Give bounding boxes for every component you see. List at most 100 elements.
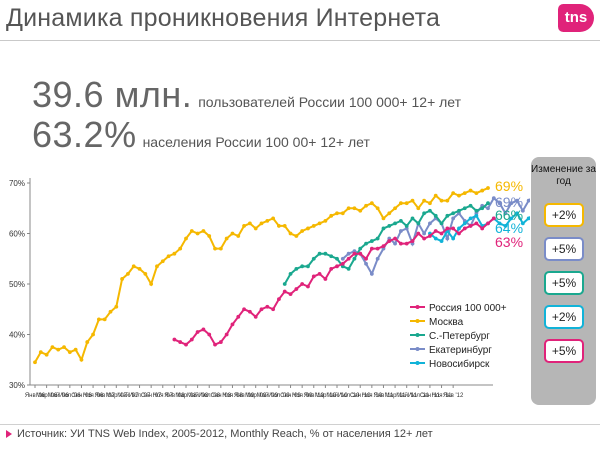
data-point	[439, 231, 444, 236]
data-point	[520, 221, 525, 226]
data-point	[207, 234, 212, 238]
x-tick-label: Ноя '09	[292, 393, 313, 399]
data-point	[422, 231, 427, 236]
y-tick-label: 60%	[9, 230, 25, 239]
data-point	[404, 241, 409, 246]
data-point	[50, 345, 55, 350]
data-point	[515, 198, 519, 203]
data-point	[317, 251, 322, 256]
data-point	[457, 208, 461, 213]
data-point	[486, 201, 490, 206]
data-point	[387, 211, 392, 216]
data-point	[91, 332, 95, 337]
change-badge-ekaterinburg: +5%	[544, 237, 584, 261]
data-point	[428, 201, 432, 206]
data-point	[311, 274, 316, 279]
data-point	[218, 246, 223, 251]
data-point	[468, 224, 473, 228]
x-tick-label: Июл '08	[198, 393, 220, 399]
x-tick-label: Июл '10	[338, 393, 360, 399]
data-point	[277, 224, 281, 228]
data-point	[526, 216, 530, 221]
legend-swatch-dot	[415, 333, 420, 337]
data-point	[369, 272, 374, 276]
data-point	[160, 259, 165, 264]
x-tick-label: Июл '06	[59, 393, 81, 399]
data-point	[335, 256, 339, 261]
data-point	[515, 211, 519, 216]
data-point	[253, 314, 258, 319]
data-point	[474, 208, 479, 213]
y-tick-label: 30%	[9, 381, 25, 390]
legend-swatch-dot	[415, 319, 420, 323]
x-tick-label: Май '06	[48, 392, 70, 399]
change-badge-russia: +5%	[544, 339, 584, 363]
data-point	[462, 191, 467, 195]
data-point	[375, 246, 380, 251]
data-point	[457, 226, 461, 231]
data-point	[364, 261, 368, 266]
data-point	[346, 266, 351, 271]
data-point	[317, 272, 322, 276]
data-point	[416, 231, 421, 236]
data-point	[271, 307, 276, 312]
footer-divider	[0, 424, 600, 425]
x-tick-label: Янв '07	[95, 393, 116, 399]
data-point	[306, 264, 310, 269]
data-point	[265, 218, 270, 223]
x-tick-label: Май '11	[396, 392, 417, 399]
data-point	[398, 218, 403, 223]
change-badge-spb: +5%	[544, 271, 584, 295]
data-point	[428, 208, 432, 213]
x-tick-label: Мар '07	[106, 393, 128, 399]
x-tick-label: Ноя '07	[153, 393, 174, 399]
data-point	[67, 350, 72, 355]
series-end-label: 69%	[495, 178, 523, 194]
data-point	[352, 206, 357, 211]
data-point	[224, 236, 229, 241]
data-point	[288, 272, 293, 276]
x-tick-label: Сен '07	[141, 393, 162, 399]
data-point	[346, 206, 351, 211]
data-point	[79, 357, 84, 362]
users-stat: 39.6 млн. пользователей России 100 000+ 1…	[32, 74, 461, 116]
x-tick-label: Янв '06	[25, 393, 46, 399]
data-point	[300, 282, 305, 286]
x-tick-label: Сен '09	[280, 393, 301, 399]
data-point	[433, 229, 438, 233]
data-point	[439, 239, 444, 243]
data-point	[369, 246, 374, 251]
data-point	[416, 221, 421, 226]
data-point	[149, 282, 154, 286]
data-point	[329, 213, 334, 218]
data-point	[126, 272, 130, 276]
data-point	[120, 277, 125, 281]
data-point	[364, 241, 368, 246]
legend-swatch-dot	[415, 347, 420, 351]
data-point	[317, 221, 322, 226]
data-point	[462, 221, 467, 226]
users-description: пользователей России 100 000+ 12+ лет	[198, 94, 462, 110]
data-point	[247, 309, 252, 314]
data-point	[294, 266, 299, 271]
data-point	[410, 216, 415, 221]
data-point	[433, 213, 438, 218]
data-point	[404, 224, 409, 228]
data-point	[213, 246, 217, 251]
data-point	[445, 236, 450, 241]
data-point	[259, 221, 264, 226]
data-point	[236, 234, 241, 238]
data-point	[503, 211, 508, 216]
data-point	[323, 251, 328, 256]
y-tick-label: 70%	[9, 179, 25, 188]
data-point	[346, 256, 351, 261]
data-point	[381, 244, 386, 249]
data-point	[346, 251, 351, 256]
data-point	[375, 256, 380, 261]
x-tick-label: Сен '08	[211, 393, 232, 399]
data-point	[288, 292, 293, 296]
data-point	[410, 198, 415, 203]
legend-label: Россия 100 000+	[429, 303, 507, 314]
data-point	[288, 231, 293, 236]
